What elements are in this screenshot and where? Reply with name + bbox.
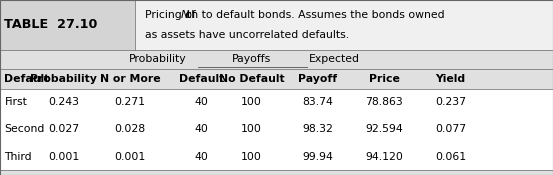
Text: No Default: No Default — [219, 74, 284, 84]
Text: Expected: Expected — [309, 54, 360, 65]
Text: 0.001: 0.001 — [48, 152, 79, 162]
Text: 78.863: 78.863 — [366, 97, 403, 107]
Text: 0.237: 0.237 — [435, 97, 466, 107]
Text: Pricing of: Pricing of — [145, 10, 200, 20]
Text: Second: Second — [4, 124, 45, 135]
Text: th to default bonds. Assumes the bonds owned: th to default bonds. Assumes the bonds o… — [187, 10, 445, 20]
Text: 0.061: 0.061 — [435, 152, 466, 162]
Bar — [0, 0, 135, 50]
Text: 0.027: 0.027 — [48, 124, 79, 135]
Text: Third: Third — [4, 152, 32, 162]
Text: 94.120: 94.120 — [366, 152, 403, 162]
Text: 40: 40 — [195, 97, 209, 107]
Text: Yield: Yield — [436, 74, 466, 84]
Bar — [0, 170, 553, 175]
Text: 0.001: 0.001 — [114, 152, 145, 162]
Text: 100: 100 — [241, 124, 262, 135]
Text: Payoff: Payoff — [299, 74, 337, 84]
Text: 0.271: 0.271 — [114, 97, 145, 107]
Text: 0.028: 0.028 — [114, 124, 145, 135]
Text: Payoffs: Payoffs — [232, 54, 271, 65]
Text: 40: 40 — [195, 124, 209, 135]
Text: Default: Default — [4, 74, 50, 84]
Text: Default: Default — [179, 74, 225, 84]
Text: 100: 100 — [241, 152, 262, 162]
Bar — [0, 143, 553, 170]
Bar — [135, 0, 553, 50]
Text: 83.74: 83.74 — [302, 97, 333, 107]
Text: First: First — [4, 97, 27, 107]
Text: N or More: N or More — [100, 74, 160, 84]
Text: Probability: Probability — [30, 74, 97, 84]
Bar — [0, 116, 553, 143]
Text: 100: 100 — [241, 97, 262, 107]
Bar — [0, 89, 553, 116]
Text: Probability: Probability — [129, 54, 186, 65]
Text: 0.077: 0.077 — [435, 124, 466, 135]
Text: 40: 40 — [195, 152, 209, 162]
Bar — [0, 50, 553, 69]
Bar — [0, 69, 553, 89]
Text: TABLE  27.10: TABLE 27.10 — [4, 19, 98, 32]
Text: Price: Price — [369, 74, 400, 84]
Text: 0.243: 0.243 — [48, 97, 79, 107]
Text: N: N — [180, 10, 189, 20]
Text: 99.94: 99.94 — [302, 152, 333, 162]
Text: 92.594: 92.594 — [366, 124, 403, 135]
Text: as assets have uncorrelated defaults.: as assets have uncorrelated defaults. — [145, 30, 349, 40]
Text: 98.32: 98.32 — [302, 124, 333, 135]
